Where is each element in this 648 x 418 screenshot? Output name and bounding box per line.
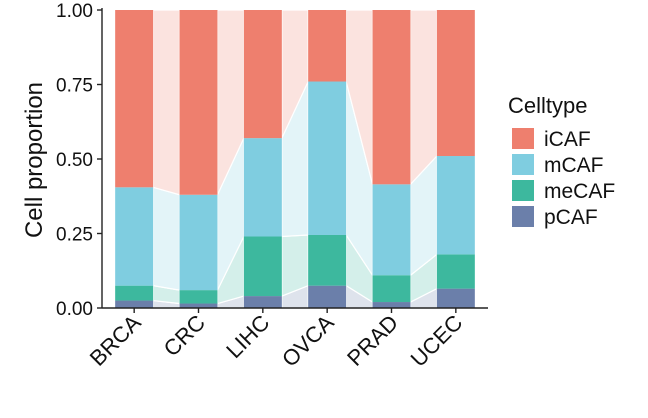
bar-OVCA-meCAF	[308, 234, 347, 286]
x-tick-label-OVCA: OVCA	[277, 310, 339, 372]
bar-BRCA-mCAF	[115, 187, 154, 286]
y-tick-label: 0.25	[56, 225, 93, 246]
connector-iCAF-PRAD-UCEC	[409, 9, 438, 186]
bar-PRAD-mCAF	[372, 184, 411, 276]
x-tick-label-CRC: CRC	[159, 310, 210, 361]
legend-label-meCAF: meCAF	[544, 180, 615, 203]
legend-label-pCAF: pCAF	[544, 206, 598, 229]
legend-key-meCAF	[512, 180, 534, 201]
legend-key-pCAF	[512, 206, 534, 227]
bar-LIHC-pCAF	[243, 296, 282, 308]
bar-LIHC-meCAF	[243, 236, 282, 297]
bar-UCEC-meCAF	[436, 254, 475, 289]
bar-PRAD-meCAF	[372, 275, 411, 303]
connector-mCAF-BRCA-CRC	[152, 186, 181, 291]
bar-PRAD-iCAF	[372, 10, 411, 185]
legend-title: Celltype	[508, 93, 587, 118]
legend-key-mCAF	[512, 154, 534, 175]
legend-key-iCAF	[512, 128, 534, 149]
alluvial-connectors	[152, 9, 438, 309]
bar-OVCA-mCAF	[308, 81, 347, 235]
y-tick-label: 1.00	[56, 1, 93, 22]
legend-label-mCAF: mCAF	[544, 154, 604, 177]
bar-BRCA-pCAF	[115, 300, 154, 308]
bar-PRAD-pCAF	[372, 302, 411, 308]
bar-CRC-meCAF	[179, 290, 218, 304]
bar-CRC-pCAF	[179, 303, 218, 308]
bar-OVCA-iCAF	[308, 10, 347, 82]
legend-label-iCAF: iCAF	[544, 128, 591, 151]
connector-iCAF-BRCA-CRC	[152, 9, 181, 196]
bars	[115, 10, 475, 308]
y-tick-label: 0.75	[56, 76, 93, 97]
bar-OVCA-pCAF	[308, 285, 347, 308]
y-axis-title: Cell proportion	[21, 82, 48, 238]
bar-CRC-mCAF	[179, 194, 218, 291]
connector-meCAF-LIHC-OVCA	[281, 234, 309, 297]
x-tick-label-UCEC: UCEC	[406, 310, 468, 372]
x-tick-label-PRAD: PRAD	[342, 310, 403, 371]
bar-UCEC-iCAF	[436, 10, 475, 157]
y-tick-label: 0.50	[56, 150, 93, 171]
x-tick-label-LIHC: LIHC	[221, 310, 274, 363]
x-tick-label-BRCA: BRCA	[85, 310, 146, 371]
legend: Celltype iCAF mCAF meCAF pCAF	[508, 93, 615, 229]
bar-LIHC-iCAF	[243, 10, 282, 139]
bar-UCEC-pCAF	[436, 288, 475, 308]
bar-CRC-iCAF	[179, 10, 218, 195]
bar-BRCA-iCAF	[115, 10, 154, 188]
y-tick-label: 0.00	[56, 299, 93, 320]
bar-BRCA-meCAF	[115, 285, 154, 301]
bar-LIHC-mCAF	[243, 138, 282, 237]
bar-UCEC-mCAF	[436, 156, 475, 255]
